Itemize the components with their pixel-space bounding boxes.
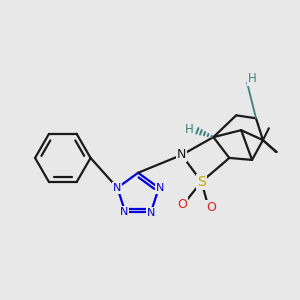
Text: O: O [177, 198, 187, 211]
Text: N: N [156, 183, 164, 193]
Text: H: H [185, 123, 194, 136]
Text: N: N [113, 183, 122, 193]
Text: N: N [120, 207, 128, 217]
Text: H: H [248, 72, 256, 85]
Text: N: N [147, 208, 155, 218]
Text: O: O [206, 201, 216, 214]
Text: S: S [197, 175, 206, 189]
Text: N: N [177, 148, 186, 161]
